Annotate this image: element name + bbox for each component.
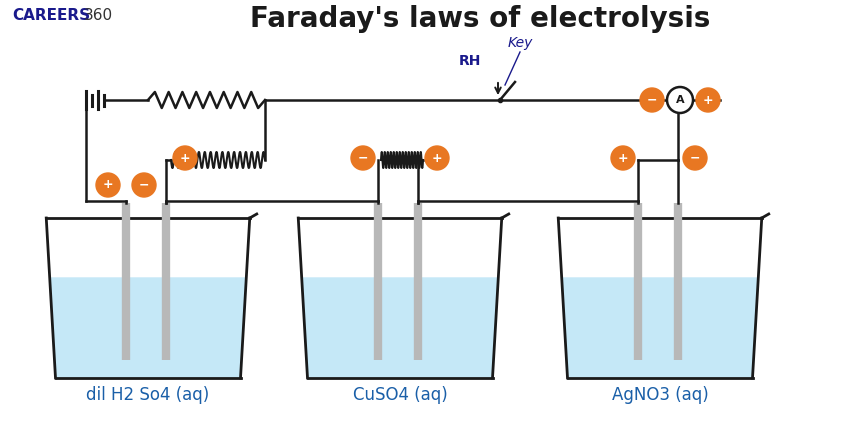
Text: +: + [432,151,442,165]
Text: RH: RH [459,54,482,68]
Polygon shape [562,278,759,378]
Circle shape [351,146,375,170]
Text: +: + [617,151,629,165]
Text: Faraday's laws of electrolysis: Faraday's laws of electrolysis [249,5,710,33]
Text: Key: Key [507,36,532,50]
Text: A: A [676,95,685,105]
Circle shape [611,146,635,170]
Text: AgNO3 (aq): AgNO3 (aq) [611,386,709,404]
Text: CuSO4 (aq): CuSO4 (aq) [353,386,447,404]
Circle shape [132,173,156,197]
Circle shape [96,173,120,197]
Text: dil H2 So4 (aq): dil H2 So4 (aq) [86,386,210,404]
Circle shape [173,146,197,170]
Circle shape [640,88,664,112]
Text: −: − [358,151,368,165]
Circle shape [667,87,693,113]
Text: +: + [102,178,114,191]
Circle shape [683,146,707,170]
Text: CAREERS: CAREERS [12,8,90,23]
Circle shape [696,88,720,112]
Text: −: − [690,151,700,165]
Text: +: + [180,151,190,165]
Text: +: + [703,93,713,107]
Text: 360: 360 [84,8,114,23]
Text: −: − [647,93,657,107]
Text: −: − [138,178,150,191]
Circle shape [425,146,449,170]
Polygon shape [302,278,498,378]
Polygon shape [50,278,246,378]
